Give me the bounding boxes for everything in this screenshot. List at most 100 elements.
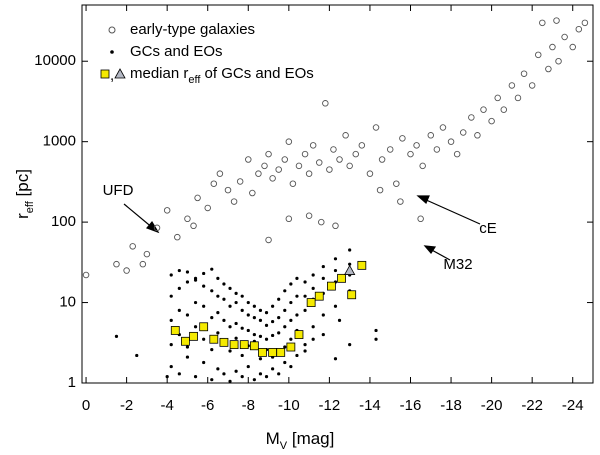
galaxy-point xyxy=(553,17,560,24)
gc-point xyxy=(258,334,263,338)
median-square xyxy=(268,348,278,357)
median-square xyxy=(189,331,198,341)
legend-label: median reff of GCs and EOs xyxy=(130,65,314,86)
gc-point xyxy=(234,300,238,305)
galaxy-point xyxy=(285,138,293,145)
gc-point xyxy=(210,289,214,293)
median-square xyxy=(286,342,296,352)
gc-point xyxy=(303,280,307,284)
galaxy-point xyxy=(249,189,256,197)
gc-point xyxy=(246,328,250,333)
arrows xyxy=(123,195,481,261)
gc-point xyxy=(177,286,181,290)
gc-point xyxy=(193,325,198,329)
y-tick-label: 100 xyxy=(51,213,76,230)
gc-point xyxy=(234,291,238,295)
median-square xyxy=(219,337,229,347)
gc-point xyxy=(348,262,352,266)
label-rest: of GCs and EOs xyxy=(200,65,313,82)
gc-point xyxy=(283,325,287,329)
galaxy-point xyxy=(575,25,583,33)
gc-point xyxy=(283,308,287,312)
gc-point xyxy=(210,378,214,382)
gc-point xyxy=(193,375,198,379)
gc-point xyxy=(374,328,378,333)
gc-point xyxy=(240,294,244,298)
y-tick-label: 1000 xyxy=(43,133,76,150)
galaxy-point xyxy=(129,243,136,250)
galaxy-point xyxy=(204,204,211,212)
x-tick-label: -10 xyxy=(278,397,300,414)
gc-point xyxy=(303,349,307,353)
gc-point xyxy=(222,318,226,323)
gc-point xyxy=(185,345,190,349)
gc-point xyxy=(216,294,220,298)
galaxy-point xyxy=(346,162,353,170)
gc-point xyxy=(289,337,293,341)
galaxy-point xyxy=(453,150,461,158)
gc-point xyxy=(246,313,250,317)
galaxy-point xyxy=(224,186,232,194)
median-square xyxy=(209,334,219,344)
galaxy-point xyxy=(480,106,487,113)
x-tick-label: -6 xyxy=(201,397,214,414)
galaxy-point xyxy=(366,170,374,177)
median-square xyxy=(327,281,336,291)
x-axis-label: MV [mag] xyxy=(266,429,335,451)
galaxy-point xyxy=(295,162,303,170)
x-tick-label: -12 xyxy=(319,397,341,414)
label-main: M xyxy=(266,429,280,448)
y-tick-label: 1 xyxy=(68,374,76,391)
gc-point xyxy=(135,353,139,358)
gc-point xyxy=(303,294,307,298)
galaxy-point xyxy=(332,222,339,230)
galaxy-point xyxy=(433,146,441,153)
gc-point xyxy=(169,294,173,298)
gc-point xyxy=(234,336,238,340)
gc-point xyxy=(169,273,173,277)
gc-point xyxy=(264,323,269,328)
gc-point xyxy=(252,378,256,382)
gc-point xyxy=(283,345,287,349)
median-square xyxy=(199,322,209,332)
galaxy-point xyxy=(316,159,323,166)
legend-sep: , xyxy=(110,67,114,84)
gc-point xyxy=(271,319,275,324)
arrow-head xyxy=(145,220,160,234)
gc-point xyxy=(348,343,352,347)
gc-point xyxy=(258,308,263,312)
galaxy-point xyxy=(336,156,343,163)
annotation: cE xyxy=(479,220,497,237)
x-tick-label: -18 xyxy=(440,397,462,414)
galaxy-point xyxy=(397,198,404,205)
galaxy-point xyxy=(407,150,414,158)
gc-point xyxy=(289,300,293,305)
gc-point xyxy=(177,372,181,376)
galaxy-point xyxy=(569,43,576,51)
galaxy-point xyxy=(113,260,120,268)
gc-point xyxy=(311,286,315,290)
galaxy-point xyxy=(535,51,542,59)
label-sub: V xyxy=(280,440,288,452)
galaxy-point xyxy=(194,194,201,202)
legend-label: GCs and EOs xyxy=(130,43,223,60)
gc-point xyxy=(202,271,206,276)
label-rest: [pc] xyxy=(13,169,32,201)
gc-point xyxy=(228,304,232,308)
label-sub: eff xyxy=(24,200,36,213)
gc-point xyxy=(185,270,190,274)
galaxy-point xyxy=(555,57,562,65)
gc-point xyxy=(271,367,275,371)
median-square xyxy=(229,340,239,350)
galaxy-point xyxy=(210,180,218,187)
median-square xyxy=(239,340,249,350)
galaxy-point xyxy=(275,166,282,173)
gc-point xyxy=(185,313,190,317)
galaxy-point xyxy=(330,146,337,153)
gc-point xyxy=(374,337,378,341)
gc-point xyxy=(258,357,263,361)
galaxy-point xyxy=(545,65,552,73)
galaxy-point xyxy=(378,156,386,163)
galaxy-point xyxy=(399,135,406,142)
x-tick-label: -24 xyxy=(562,397,584,414)
